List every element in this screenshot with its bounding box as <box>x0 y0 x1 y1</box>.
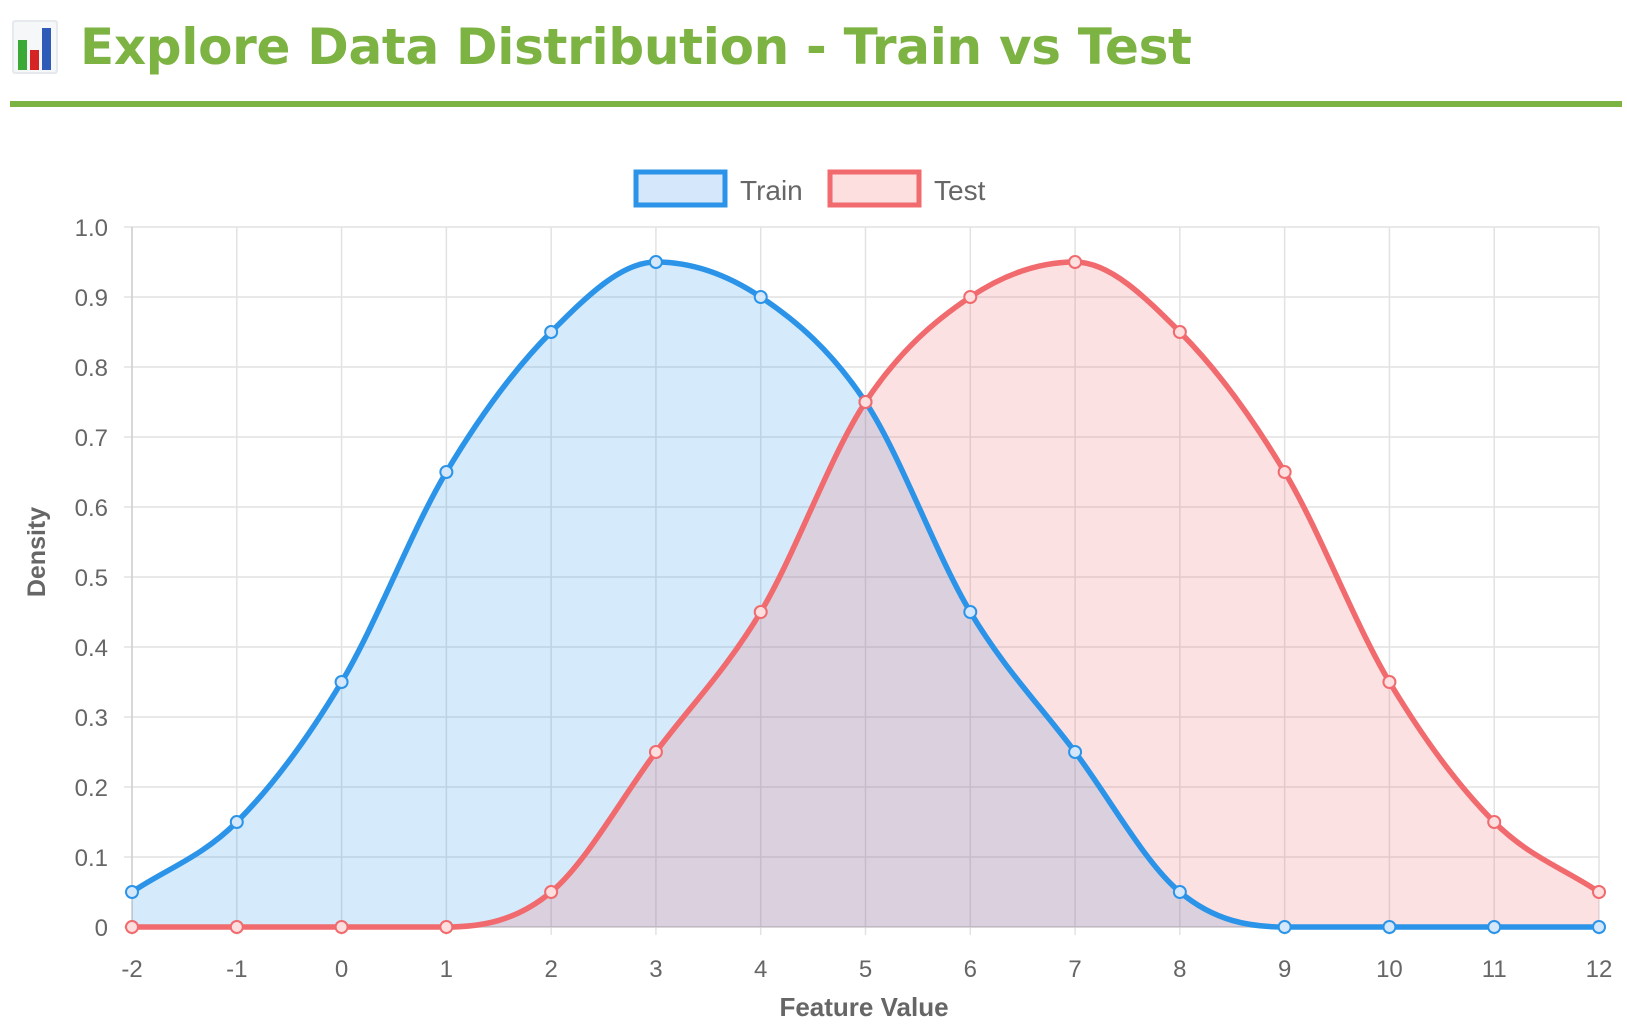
legend-swatch-train <box>633 169 728 208</box>
x-tick-label: 7 <box>1068 956 1081 983</box>
legend-item-test[interactable]: Test <box>827 169 986 208</box>
data-point-train[interactable] <box>1172 885 1187 899</box>
x-axis-label: Feature Value <box>779 992 948 1022</box>
series-line-train <box>129 259 1602 930</box>
y-tick-label: 0.5 <box>75 565 108 592</box>
data-point-train[interactable] <box>1487 920 1502 934</box>
legend-swatch-test <box>827 169 922 208</box>
legend-item-train[interactable]: Train <box>633 169 803 208</box>
y-tick-label: 0.9 <box>75 285 108 312</box>
x-tick-label: 9 <box>1278 956 1291 983</box>
x-tick-label: -2 <box>121 956 142 983</box>
y-axis-label: Density <box>23 507 51 597</box>
page-header: Explore Data Distribution - Train vs Tes… <box>10 4 1622 107</box>
title-row: Explore Data Distribution - Train vs Tes… <box>12 12 1192 82</box>
title-divider <box>10 101 1622 107</box>
data-point-test[interactable] <box>1592 885 1606 899</box>
y-tick-label: 1.0 <box>75 215 108 242</box>
data-point-train[interactable] <box>229 815 244 829</box>
data-point-test[interactable] <box>1382 675 1397 689</box>
axis-ticks: -2 -1 0 1 2 3 4 5 6 7 8 9 10 11 1200.10.20.30.40.50.60… <box>75 215 1613 983</box>
data-point-test[interactable] <box>544 885 559 899</box>
data-point-test[interactable] <box>1277 465 1292 479</box>
x-tick-label: 12 <box>1586 956 1613 983</box>
data-point-test[interactable] <box>1172 325 1187 339</box>
x-tick-label: 8 <box>1173 956 1186 983</box>
x-tick-label: 5 <box>859 956 872 983</box>
y-tick-label: 0.6 <box>75 495 108 522</box>
data-point-test[interactable] <box>1068 255 1083 269</box>
data-point-train[interactable] <box>963 605 978 619</box>
y-tick-label: 0.4 <box>75 635 108 662</box>
data-point-test[interactable] <box>125 920 139 934</box>
bar-chart-icon <box>12 20 58 74</box>
series-line-test <box>129 259 1602 930</box>
legend-label-test: Test <box>934 175 986 206</box>
chart-legend: Train Test <box>633 169 986 208</box>
series-area-train <box>132 262 1599 927</box>
series-lines <box>129 259 1602 930</box>
page-title: Explore Data Distribution - Train vs Tes… <box>80 18 1192 76</box>
x-tick-label: 11 <box>1482 956 1507 983</box>
density-chart: -2 -1 0 1 2 3 4 5 6 7 8 9 10 11 1200.10.20.30.40.50.60… <box>23 169 1613 1022</box>
data-point-train[interactable] <box>125 885 139 899</box>
data-point-test[interactable] <box>229 920 244 934</box>
x-tick-label: 10 <box>1376 956 1403 983</box>
data-point-train[interactable] <box>753 290 768 304</box>
y-tick-label: 0.8 <box>75 355 108 382</box>
x-tick-label: 1 <box>440 956 453 983</box>
x-tick-label: 6 <box>964 956 977 983</box>
series-points <box>125 255 1606 934</box>
data-point-train[interactable] <box>334 675 349 689</box>
series-areas <box>132 262 1599 927</box>
data-point-train[interactable] <box>1277 920 1292 934</box>
data-point-test[interactable] <box>334 920 349 934</box>
y-tick-label: 0.3 <box>75 705 108 732</box>
series-area-test <box>132 262 1599 927</box>
data-point-train[interactable] <box>1068 745 1083 759</box>
y-tick-label: 0 <box>95 915 108 942</box>
x-tick-label: 0 <box>335 956 348 983</box>
x-tick-label: 2 <box>544 956 557 983</box>
x-tick-label: 4 <box>754 956 767 983</box>
data-point-train[interactable] <box>648 255 663 269</box>
data-point-train[interactable] <box>439 465 454 479</box>
legend-label-train: Train <box>740 175 803 206</box>
data-point-test[interactable] <box>858 395 873 409</box>
y-tick-label: 0.7 <box>75 425 108 452</box>
x-tick-label: 3 <box>649 956 662 983</box>
data-point-train[interactable] <box>1592 920 1606 934</box>
data-point-test[interactable] <box>1487 815 1502 829</box>
data-point-train[interactable] <box>1382 920 1397 934</box>
y-tick-label: 0.1 <box>75 845 108 872</box>
data-point-test[interactable] <box>648 745 663 759</box>
data-point-test[interactable] <box>963 290 978 304</box>
data-point-test[interactable] <box>439 920 454 934</box>
y-tick-label: 0.2 <box>75 775 108 802</box>
data-point-test[interactable] <box>753 605 768 619</box>
data-point-train[interactable] <box>544 325 559 339</box>
x-tick-label: -1 <box>226 956 247 983</box>
